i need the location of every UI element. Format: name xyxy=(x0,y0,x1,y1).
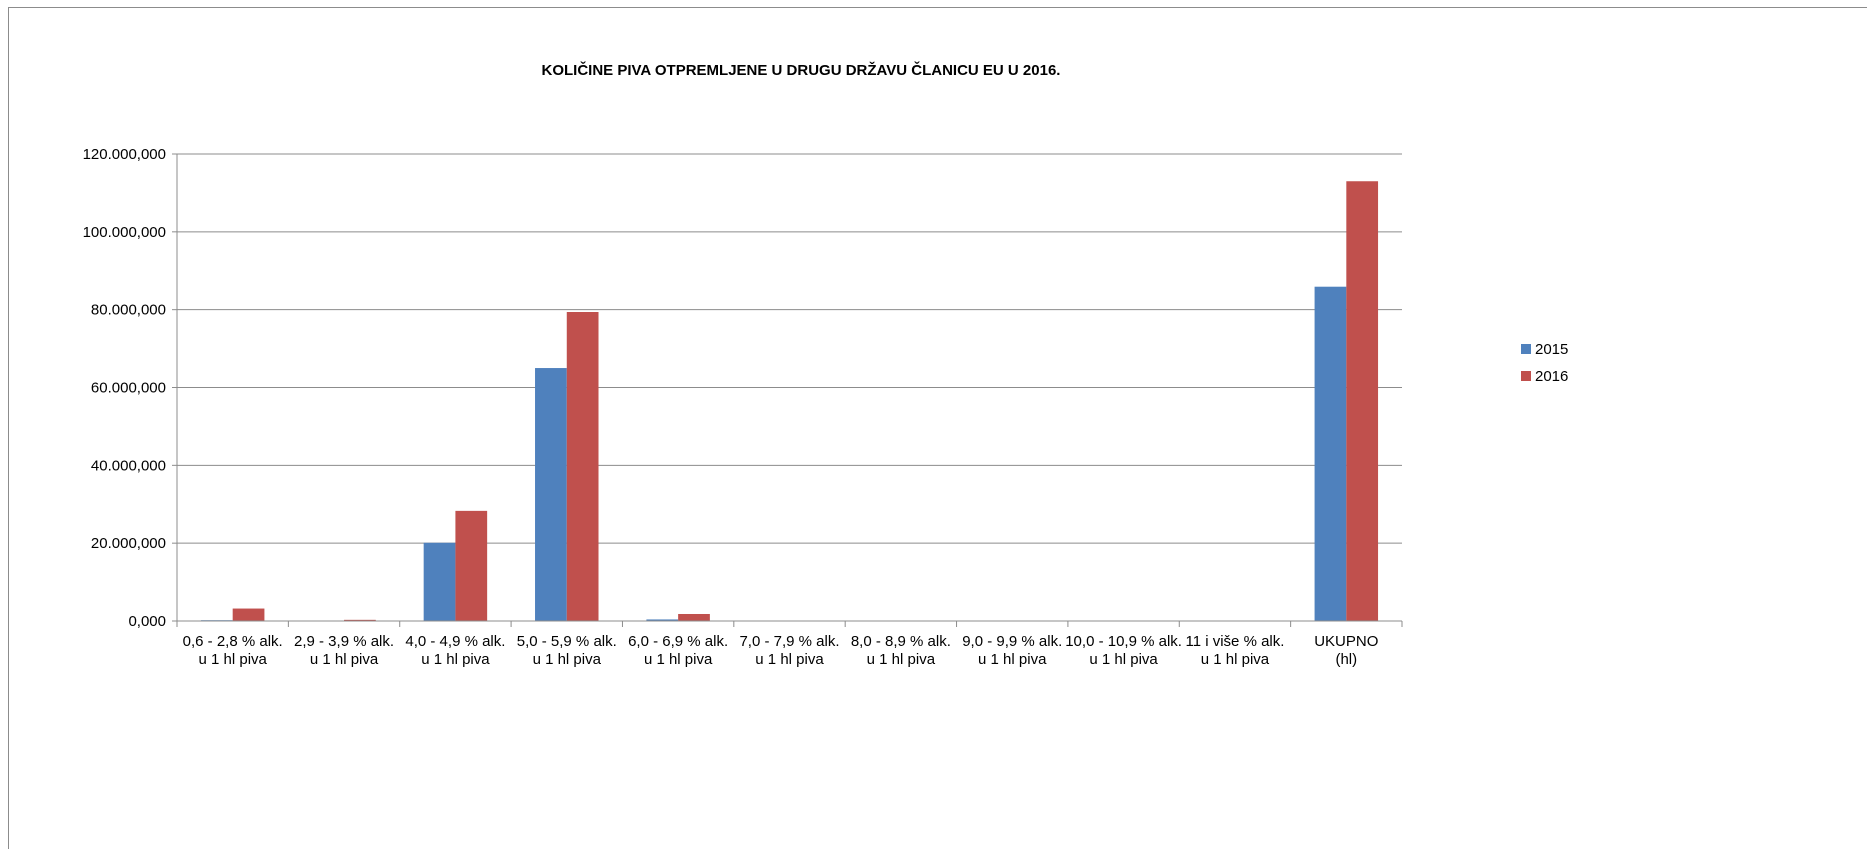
x-tick-label: 8,0 - 8,9 % alk. xyxy=(851,633,951,650)
chart-title: KOLIČINE PIVA OTPREMLJENE U DRUGU DRŽAVU… xyxy=(542,61,1061,79)
y-tick-label: 40.000,000 xyxy=(91,457,166,474)
x-tick-label: 0,6 - 2,8 % alk. xyxy=(183,633,283,650)
x-tick-label: u 1 hl piva xyxy=(978,651,1047,668)
x-tick-label: u 1 hl piva xyxy=(867,651,936,668)
x-tick-label: UKUPNO xyxy=(1314,633,1378,650)
y-tick-label: 80.000,000 xyxy=(91,302,166,319)
legend-label-2015: 2015 xyxy=(1535,341,1568,358)
bars xyxy=(200,181,1379,621)
x-tick-label: (hl) xyxy=(1335,651,1357,668)
axes xyxy=(172,153,1403,627)
bar-2016-3 xyxy=(566,312,599,621)
legend-swatch-2015 xyxy=(1521,344,1531,354)
bar-2015-4 xyxy=(646,619,679,621)
y-tick-label: 60.000,000 xyxy=(91,380,166,397)
x-tick-label: u 1 hl piva xyxy=(310,651,379,668)
gridlines xyxy=(177,153,1402,544)
x-tick-label: u 1 hl piva xyxy=(533,651,602,668)
bar-2016-1 xyxy=(344,619,376,621)
bar-2016-0 xyxy=(232,608,265,621)
bar-2015-10 xyxy=(1314,286,1347,621)
legend: 2015 2016 xyxy=(1521,341,1568,385)
x-tick-label: u 1 hl piva xyxy=(198,651,267,668)
legend-swatch-2016 xyxy=(1521,371,1531,381)
y-axis-tick-labels: 0,000 20.000,000 40.000,000 60.000,000 80.00… xyxy=(83,146,166,630)
y-tick-label: 0,000 xyxy=(128,613,166,630)
bar-2015-3 xyxy=(535,368,567,621)
x-tick-label: u 1 hl piva xyxy=(644,651,713,668)
legend-label-2016: 2016 xyxy=(1535,368,1568,385)
x-tick-label: u 1 hl piva xyxy=(755,651,824,668)
x-tick-label: 2,9 - 3,9 % alk. xyxy=(294,633,394,650)
y-tick-label: 100.000,000 xyxy=(83,224,166,241)
x-tick-label: 10,0 - 10,9 % alk. xyxy=(1065,633,1182,650)
x-tick-label: 9,0 - 9,9 % alk. xyxy=(962,633,1062,650)
x-tick-label: 11 i više % alk. xyxy=(1185,633,1284,650)
x-tick-label: u 1 hl piva xyxy=(1089,651,1158,668)
chart-frame: KOLIČINE PIVA OTPREMLJENE U DRUGU DRŽAVU… xyxy=(8,7,1867,849)
x-tick-label: 4,0 - 4,9 % alk. xyxy=(405,633,505,650)
bar-2016-4 xyxy=(678,613,710,621)
x-tick-label: u 1 hl piva xyxy=(421,651,490,668)
x-tick-label: 6,0 - 6,9 % alk. xyxy=(628,633,728,650)
y-tick-label: 120.000,000 xyxy=(83,146,166,163)
bar-2016-2 xyxy=(455,510,488,621)
y-tick-label: 20.000,000 xyxy=(91,535,166,552)
bar-2015-2 xyxy=(423,542,456,621)
x-tick-label: 5,0 - 5,9 % alk. xyxy=(517,633,617,650)
bar-2016-10 xyxy=(1346,181,1379,621)
x-tick-label: u 1 hl piva xyxy=(1201,651,1270,668)
x-tick-label: 7,0 - 7,9 % alk. xyxy=(739,633,839,650)
bar-chart: KOLIČINE PIVA OTPREMLJENE U DRUGU DRŽAVU… xyxy=(83,61,1569,668)
